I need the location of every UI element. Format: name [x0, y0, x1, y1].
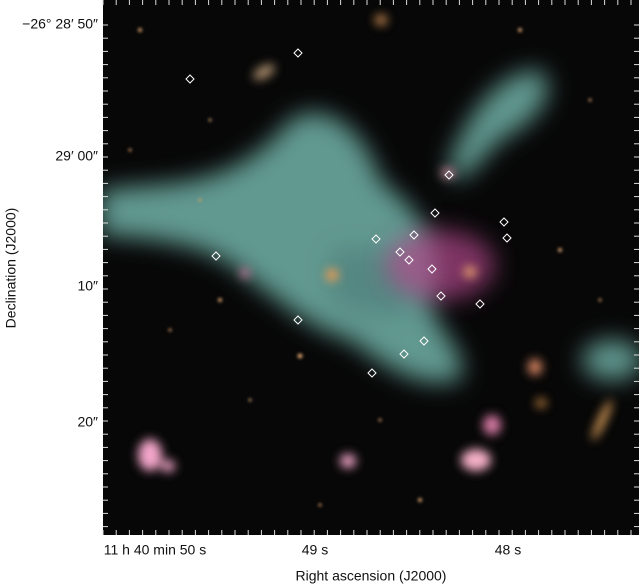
nebula-emission [103, 70, 639, 383]
markers [185, 48, 512, 378]
axis-labels: −26° 28′ 50″ 29′ 00″ 10″ 20″ 11 h 40 min 50 … [3, 16, 522, 584]
y-tick-label: 20″ [77, 414, 98, 430]
y-tick-label: −26° 28′ 50″ [22, 16, 98, 32]
y-tick-label: 29′ 00″ [55, 148, 98, 164]
x-axis-title: Right ascension (J2000) [296, 568, 447, 584]
galaxies [138, 15, 612, 472]
frame-ticks [102, 0, 639, 535]
x-tick-label: 11 h 40 min 50 s [104, 542, 206, 558]
magenta-emission [385, 230, 495, 300]
x-tick-label: 48 s [495, 542, 521, 558]
y-axis-title: Declination (J2000) [3, 208, 19, 329]
x-tick-label: 49 s [302, 542, 328, 558]
sky-image [103, 0, 639, 535]
y-tick-label: 10″ [77, 278, 98, 294]
field-stars [128, 28, 602, 507]
